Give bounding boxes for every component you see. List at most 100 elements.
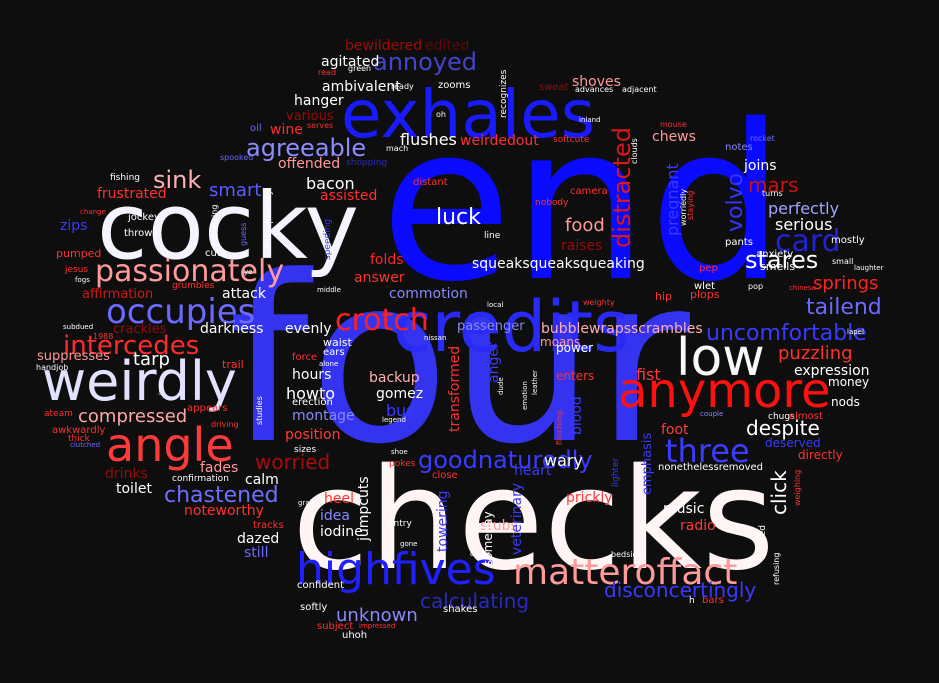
word-towering: towering: [435, 490, 451, 552]
word-occupies: occupies: [106, 292, 255, 332]
word-idea: idea: [320, 508, 350, 524]
word-nods: nods: [831, 395, 860, 409]
word-someday: someday: [481, 511, 495, 566]
word-assisted: assisted: [320, 188, 377, 204]
word-local: local: [487, 301, 503, 309]
word-laughter: laughter: [854, 264, 884, 272]
word-oil: oil: [250, 123, 262, 134]
word-four: four: [228, 228, 690, 495]
word-wlet: wlet: [694, 281, 715, 292]
word-serious: serious: [775, 215, 832, 234]
word-lighter: lighter: [611, 458, 621, 487]
word-lapel: lapel: [847, 328, 864, 336]
word-bed: bed: [758, 525, 768, 542]
word-joins: joins: [743, 158, 777, 174]
word-ambivalent: ambivalent: [322, 79, 401, 95]
word-position: position: [285, 427, 340, 443]
word-hanger: hanger: [294, 93, 344, 109]
word-unknown: unknown: [336, 605, 418, 626]
word-drinks: drinks: [105, 466, 148, 482]
word-uncomfortable: uncomfortable: [706, 321, 867, 346]
word-credits: credits: [393, 286, 630, 368]
word-answer: answer: [354, 270, 405, 286]
word-intercedes: intercedes: [63, 331, 199, 361]
word-chinese: chinese: [789, 284, 816, 292]
word-enters: enters: [556, 369, 594, 383]
word-angle: angle: [106, 418, 234, 472]
word-thick: thick: [68, 434, 91, 444]
word-crotch: crotch: [335, 303, 429, 338]
word-mouse: mouse: [660, 120, 687, 129]
word-pep: pep: [699, 263, 718, 274]
word-camera: camera: [570, 186, 608, 197]
word-recognizes: recognizes: [499, 69, 509, 118]
word-chugs: chugs: [768, 412, 795, 422]
word-softcute: softcute: [553, 135, 590, 145]
word-middle: middle: [317, 286, 341, 294]
word-small: small: [832, 257, 853, 266]
word-power: power: [556, 341, 593, 355]
word-prickly: prickly: [566, 490, 613, 506]
word-highfives: highfives: [296, 544, 496, 595]
word-stares: stares: [745, 246, 818, 274]
word-evenly: evenly: [285, 321, 332, 337]
word-clouds: clouds: [630, 138, 639, 164]
word-mostly: mostly: [831, 235, 865, 246]
word-various: various: [286, 109, 334, 124]
word-perfectly: perfectly: [768, 199, 839, 218]
word-ready: ready: [391, 82, 414, 91]
word-cute: cute: [205, 248, 227, 259]
word-legend: legend: [382, 416, 406, 424]
word-notes: notes: [725, 142, 753, 153]
word-passenger: passenger: [457, 319, 525, 334]
word-money: money: [828, 375, 869, 389]
word-line: line: [484, 231, 501, 241]
word-staying: staying: [686, 191, 695, 220]
word-throws: throws: [124, 228, 158, 239]
word-folds: folds: [370, 252, 404, 268]
word-emotion: emotion: [521, 381, 529, 410]
word-tailend: tailend: [806, 295, 882, 320]
word-shoves: shoves: [572, 74, 621, 90]
word-puzzling: puzzling: [778, 343, 853, 364]
word-serves: serves: [307, 121, 333, 130]
word-montage: montage: [292, 408, 355, 424]
word-rocket: rocket: [750, 134, 775, 143]
word-pants: pants: [725, 237, 753, 248]
word-hours: hours: [292, 367, 331, 383]
word-attack: attack: [222, 286, 267, 302]
word-raises: raises: [561, 238, 602, 254]
word-triumphantly: triumphantly: [264, 189, 274, 248]
word-worried: worried: [255, 450, 330, 474]
word-ateam: ateam: [44, 409, 73, 419]
word-springs: springs: [813, 273, 878, 294]
word-subdued: subdued: [63, 323, 93, 331]
word-read: read: [318, 68, 336, 77]
word-smart: smart: [209, 180, 261, 201]
word-shakes: shakes: [443, 604, 477, 615]
word-tracks: tracks: [253, 520, 284, 531]
word-awkwardly: awkwardly: [52, 425, 105, 436]
word-refusing: refusing: [772, 553, 781, 585]
word-suppresses: suppresses: [37, 349, 110, 364]
word-music: music: [663, 501, 704, 517]
word-crackles: crackles: [113, 322, 167, 337]
word-close: close: [432, 470, 458, 481]
word-h: h: [689, 596, 695, 606]
word-low: low: [676, 328, 765, 388]
word-impressed: impressed: [359, 622, 395, 630]
word-wine: wine: [270, 122, 303, 138]
word-advances: advances: [575, 85, 613, 94]
word-goodnaturedly: goodnaturedly: [418, 446, 593, 474]
word-flushes: flushes: [400, 130, 457, 149]
word-commotion: commotion: [389, 286, 468, 302]
word-frustrated: frustrated: [97, 186, 167, 202]
word-dazed: dazed: [237, 531, 279, 547]
word-nonethelessremoved: nonethelessremoved: [658, 462, 763, 473]
word-three: three: [665, 432, 750, 470]
word-food: food: [565, 215, 605, 236]
word-calculating: calculating: [420, 589, 529, 613]
word-foot: foot: [661, 422, 689, 438]
word-radio: radio: [680, 518, 716, 534]
